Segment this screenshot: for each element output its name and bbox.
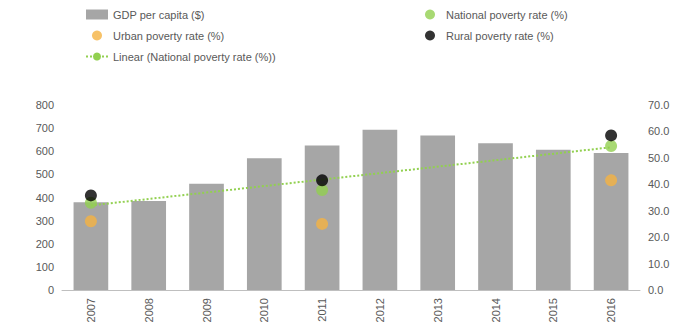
svg-text:2011: 2011 bbox=[316, 298, 328, 322]
svg-text:2010: 2010 bbox=[258, 298, 270, 322]
svg-text:0.0: 0.0 bbox=[648, 284, 663, 296]
svg-text:600: 600 bbox=[36, 145, 54, 157]
svg-text:2016: 2016 bbox=[605, 298, 617, 322]
svg-text:2008: 2008 bbox=[143, 298, 155, 322]
svg-text:2013: 2013 bbox=[432, 298, 444, 322]
svg-text:700: 700 bbox=[36, 122, 54, 134]
svg-text:Linear (National poverty rate: Linear (National poverty rate (%)) bbox=[113, 51, 276, 63]
svg-text:20.0: 20.0 bbox=[648, 231, 669, 243]
svg-text:30.0: 30.0 bbox=[648, 205, 669, 217]
svg-text:200: 200 bbox=[36, 238, 54, 250]
svg-text:National poverty rate (%): National poverty rate (%) bbox=[446, 9, 568, 21]
svg-text:60.0: 60.0 bbox=[648, 125, 669, 137]
svg-text:50.0: 50.0 bbox=[648, 152, 669, 164]
svg-text:70.0: 70.0 bbox=[648, 99, 669, 111]
svg-text:0: 0 bbox=[48, 284, 54, 296]
svg-text:2007: 2007 bbox=[85, 298, 97, 322]
svg-text:2009: 2009 bbox=[201, 298, 213, 322]
svg-text:10.0: 10.0 bbox=[648, 258, 669, 270]
svg-text:2014: 2014 bbox=[490, 298, 502, 322]
svg-text:Urban poverty rate (%): Urban poverty rate (%) bbox=[113, 30, 224, 42]
svg-text:2015: 2015 bbox=[547, 298, 559, 322]
svg-text:Rural poverty rate (%): Rural poverty rate (%) bbox=[446, 30, 554, 42]
svg-text:2012: 2012 bbox=[374, 298, 386, 322]
svg-text:500: 500 bbox=[36, 168, 54, 180]
svg-text:40.0: 40.0 bbox=[648, 178, 669, 190]
svg-text:300: 300 bbox=[36, 215, 54, 227]
svg-text:400: 400 bbox=[36, 192, 54, 204]
svg-text:GDP per capita ($): GDP per capita ($) bbox=[113, 9, 205, 21]
svg-text:100: 100 bbox=[36, 261, 54, 273]
svg-text:800: 800 bbox=[36, 99, 54, 111]
